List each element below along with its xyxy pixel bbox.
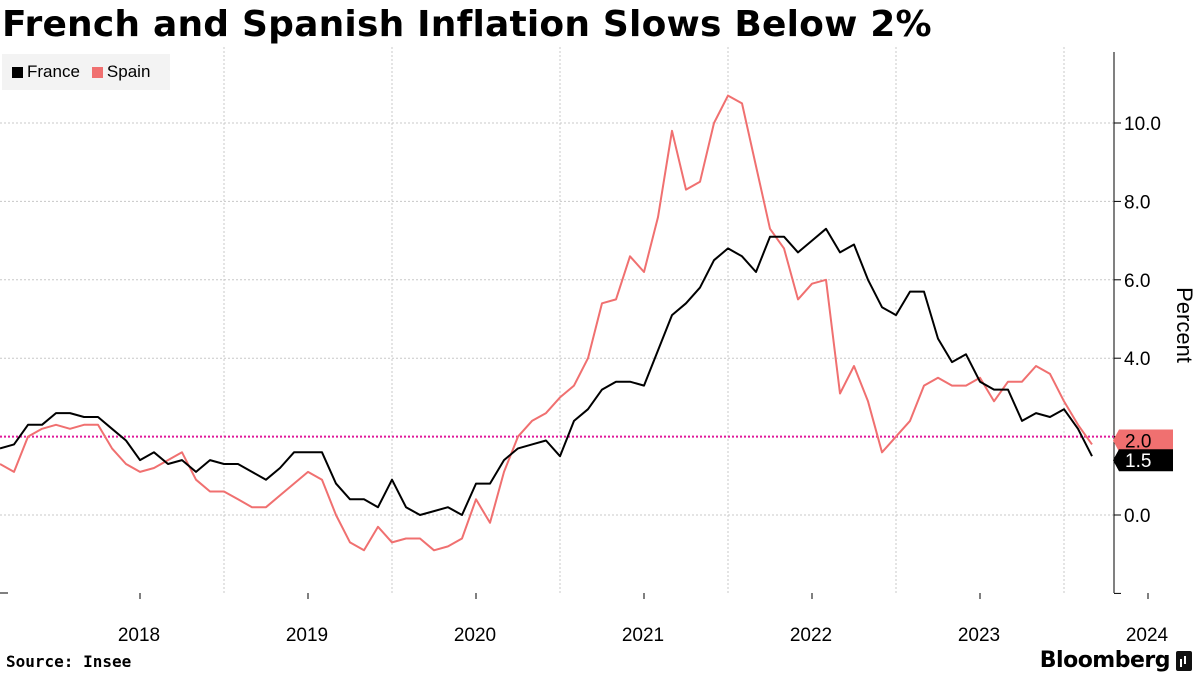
x-tick-label: 2018	[118, 625, 160, 646]
bloomberg-terminal-icon	[1176, 650, 1192, 671]
y-tick-label: 10.0	[1124, 114, 1161, 135]
x-tick-label: 2020	[454, 625, 496, 646]
legend: France Spain	[2, 54, 170, 90]
brand-text: Bloomberg	[1039, 648, 1171, 673]
legend-swatch-france	[12, 66, 23, 78]
series-line-france	[0, 227, 1093, 516]
end-labels: 2.01.5	[1113, 429, 1173, 472]
series-lines	[0, 94, 1093, 552]
end-label-box	[1113, 429, 1173, 452]
x-tick-label: 2023	[958, 625, 1000, 646]
x-axis: 2018 2019 2020 2021 2022 2023 2024	[118, 593, 1169, 646]
series-line-spain	[0, 94, 1093, 552]
legend-item-spain: Spain	[91, 62, 151, 82]
y-tick-label: 6.0	[1124, 271, 1150, 292]
legend-swatch-spain	[91, 66, 103, 78]
source-note: Source: Insee	[6, 652, 132, 671]
y-tick-label: 0.0	[1124, 506, 1150, 527]
end-label-box	[1113, 449, 1173, 472]
chart-title: French and Spanish Inflation Slows Below…	[2, 4, 932, 45]
x-tick-label: 2022	[790, 625, 832, 646]
end-label-france: 1.5	[1113, 449, 1173, 472]
bloomberg-logo: Bloomberg	[1040, 648, 1192, 673]
y-tick-label: 4.0	[1124, 349, 1150, 370]
end-label-text: 1.5	[1125, 451, 1151, 472]
x-tick-label: 2019	[286, 625, 328, 646]
legend-label-france: France	[27, 62, 80, 81]
x-tick-label: 2021	[622, 625, 664, 646]
y-axis-label: Percent	[1172, 287, 1197, 363]
legend-item-france: France	[12, 62, 80, 82]
y-tick-label: 8.0	[1124, 192, 1150, 213]
end-label-text: 2.0	[1125, 431, 1151, 452]
y-axis: 0.0 2.0 4.0 6.0 8.0 10.0	[0, 52, 1161, 594]
end-label-spain: 2.0	[1113, 429, 1173, 452]
gridlines	[0, 47, 1114, 593]
legend-label-spain: Spain	[106, 62, 151, 81]
x-tick-label: 2024	[1126, 625, 1169, 646]
